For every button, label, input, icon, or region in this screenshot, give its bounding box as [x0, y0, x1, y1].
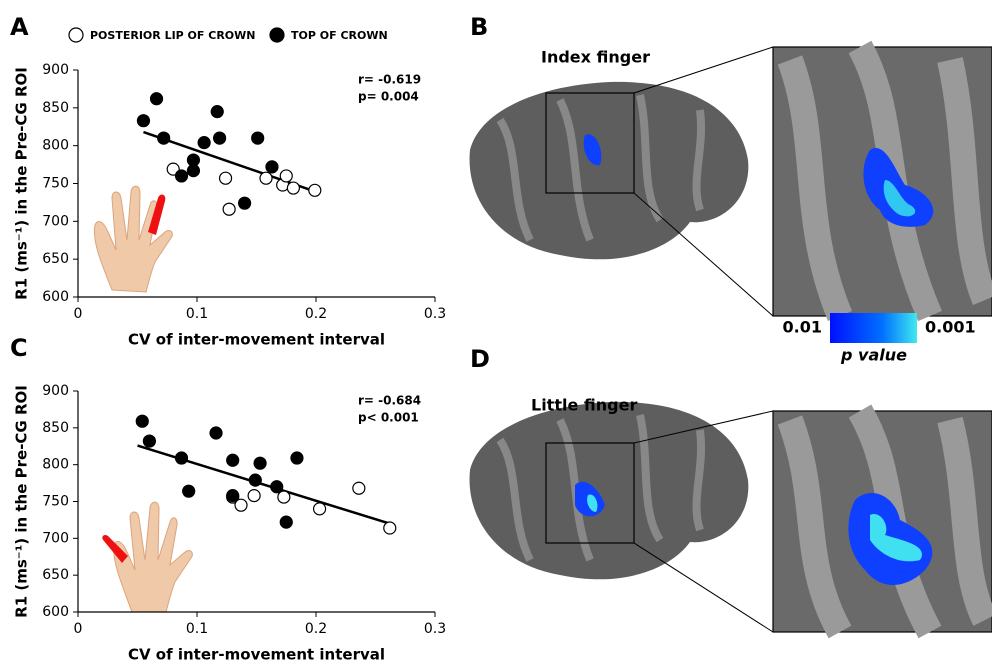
y-tick-label: 600 [42, 604, 69, 620]
point [384, 522, 396, 534]
y-tick-label: 700 [42, 213, 69, 229]
point [137, 115, 149, 127]
annotation: p< 0.001 [358, 411, 419, 425]
annotation: p= 0.004 [358, 90, 419, 104]
point [248, 490, 260, 502]
x-tick-label: 0.2 [305, 306, 327, 322]
point [176, 170, 188, 182]
x-tick-label: 0.1 [186, 306, 208, 322]
y-axis-title: R1 (ms⁻¹) in the Pre-CG ROI [13, 385, 31, 618]
point [187, 165, 199, 177]
y-tick-label: 800 [42, 138, 69, 154]
legend-label: POSTERIOR LIP OF CROWN [90, 29, 256, 42]
x-tick-label: 0 [74, 621, 83, 637]
y-tick-label: 600 [42, 289, 69, 305]
panel-label: D [470, 345, 490, 373]
x-tick-label: 0.1 [186, 621, 208, 637]
point [280, 516, 292, 528]
point [143, 435, 155, 447]
point [252, 132, 264, 144]
point [278, 491, 290, 503]
y-axis-title: R1 (ms⁻¹) in the Pre-CG ROI [13, 67, 31, 300]
hand-illustrations [94, 186, 192, 612]
colorbar [830, 313, 917, 343]
y-tick-label: 700 [42, 530, 69, 546]
colorbar-label: 0.001 [925, 318, 976, 337]
figure: B D Index finger Little finger 0.01 0.00… [0, 0, 992, 661]
x-tick-label: 0 [74, 306, 83, 322]
point [176, 452, 188, 464]
x-axis-title: CV of inter-movement interval [128, 331, 385, 349]
point [227, 490, 239, 502]
point [223, 203, 235, 215]
point [239, 197, 251, 209]
annotation: r= -0.619 [358, 73, 421, 87]
y-tick-label: 650 [42, 251, 69, 267]
point [266, 161, 278, 173]
x-tick-label: 0.3 [424, 306, 446, 322]
point [210, 427, 222, 439]
point [235, 499, 247, 511]
point [309, 184, 321, 196]
brain-label: Index finger [541, 48, 650, 67]
panel-label: A [10, 13, 29, 41]
hand-index [94, 186, 172, 292]
point [214, 132, 226, 144]
point [254, 457, 266, 469]
y-tick-label: 850 [42, 420, 69, 436]
brain-label: Little finger [531, 396, 637, 415]
y-tick-label: 850 [42, 100, 69, 116]
hand-little [102, 502, 192, 612]
point [220, 172, 232, 184]
y-tick-label: 900 [42, 62, 69, 78]
point [249, 474, 261, 486]
x-tick-label: 0.2 [305, 621, 327, 637]
legend-marker [69, 28, 83, 42]
point [287, 182, 299, 194]
x-axis-title: CV of inter-movement interval [128, 646, 385, 661]
brain-top [470, 47, 992, 316]
point [151, 93, 163, 105]
y-tick-label: 800 [42, 457, 69, 473]
point [227, 454, 239, 466]
y-tick-label: 750 [42, 494, 69, 510]
legend-marker [270, 28, 284, 42]
brain-images [470, 47, 992, 632]
point [280, 170, 292, 182]
brain-bottom [470, 402, 992, 632]
colorbar-title: p value [840, 346, 907, 365]
y-tick-label: 650 [42, 567, 69, 583]
legend-label: TOP OF CROWN [291, 29, 388, 42]
point [211, 106, 223, 118]
point [198, 137, 210, 149]
x-tick-label: 0.3 [424, 621, 446, 637]
point [353, 482, 365, 494]
point [314, 503, 326, 515]
point [271, 481, 283, 493]
point [158, 132, 170, 144]
point [183, 485, 195, 497]
annotation: r= -0.684 [358, 394, 421, 408]
panel-label: B [470, 13, 488, 41]
panel-label: C [10, 334, 28, 362]
colorbar-label: 0.01 [783, 318, 822, 337]
point [136, 415, 148, 427]
point [260, 172, 272, 184]
y-tick-label: 750 [42, 176, 69, 192]
point [291, 452, 303, 464]
y-tick-label: 900 [42, 383, 69, 399]
